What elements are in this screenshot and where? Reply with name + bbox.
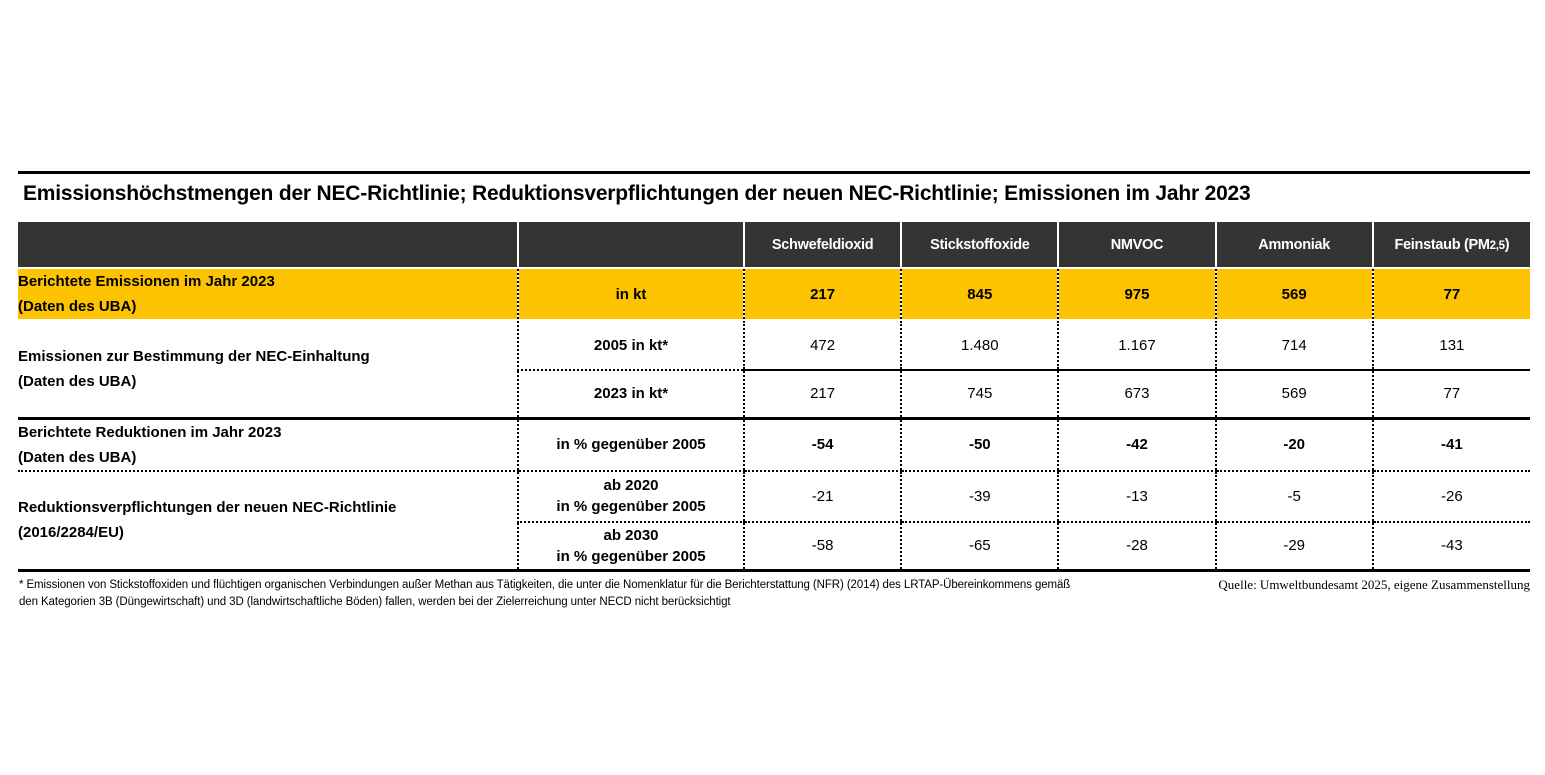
value-cell: -42: [1057, 418, 1216, 472]
value-cell: -39: [900, 470, 1059, 523]
title-top-rule: [18, 171, 1530, 174]
group-label: Berichtete Reduktionen im Jahr 2023 (Dat…: [18, 418, 519, 472]
footnote-line-1: * Emissionen von Stickstoffoxiden und fl…: [19, 579, 1071, 591]
value-cell: -65: [900, 521, 1059, 572]
row-nec-einhaltung-2005: Emissionen zur Bestimmung der NEC-Einhal…: [18, 320, 1530, 420]
group-label: Berichtete Emissionen im Jahr 2023 (Date…: [18, 268, 519, 321]
unit-cell: 2005 in kt*: [517, 320, 745, 371]
footnote-line-2: den Kategorien 3B (Düngewirtschaft) und …: [19, 596, 731, 608]
value-cell: -41: [1371, 418, 1530, 472]
value-cell: 472: [743, 320, 902, 371]
row-nec-einhaltung-2023: 2023 in kt* 217 745 673 569 77: [18, 370, 1530, 420]
column-header-stickstoffoxide: Stickstoffoxide: [900, 222, 1059, 269]
column-header-ammoniak: Ammoniak: [1214, 222, 1373, 269]
header-empty-unit: [517, 222, 745, 269]
value-cell: -54: [743, 418, 902, 472]
value-cell: 217: [743, 370, 902, 420]
value-cell: 1.167: [1057, 320, 1216, 371]
value-cell: 745: [900, 370, 1059, 420]
value-cell: -29: [1214, 521, 1373, 572]
value-cell: 569: [1214, 370, 1373, 420]
column-header-feinstaub: Feinstaub (PM2,5): [1371, 222, 1530, 269]
header-empty-label: [18, 222, 519, 269]
unit-cell: ab 2030 in % gegenüber 2005: [517, 521, 745, 572]
value-cell: -58: [743, 521, 902, 572]
column-header-nmvoc: NMVOC: [1057, 222, 1216, 269]
value-cell: 217: [743, 268, 902, 321]
unit-cell: ab 2020 in % gegenüber 2005: [517, 470, 745, 523]
unit-cell: in % gegenüber 2005: [517, 418, 745, 472]
row-verpflichtung-ab-2030: ab 2030 in % gegenüber 2005 -58 -65 -28 …: [18, 521, 1530, 572]
column-header-schwefeldioxid: Schwefeldioxid: [743, 222, 902, 269]
unit-cell: in kt: [517, 268, 745, 321]
value-cell: 77: [1371, 268, 1530, 321]
value-cell: -20: [1214, 418, 1373, 472]
row-berichtete-reduktionen: Berichtete Reduktionen im Jahr 2023 (Dat…: [18, 418, 1530, 472]
value-cell: 975: [1057, 268, 1216, 321]
value-cell: -28: [1057, 521, 1216, 572]
value-cell: -26: [1371, 470, 1530, 523]
pm25-subscript: 2,5: [1489, 239, 1505, 252]
page-title: Emissionshöchstmengen der NEC-Richtlinie…: [23, 182, 1251, 205]
value-cell: -13: [1057, 470, 1216, 523]
footnote: * Emissionen von Stickstoffoxiden und fl…: [19, 577, 1070, 611]
value-cell: 845: [900, 268, 1059, 321]
value-cell: -5: [1214, 470, 1373, 523]
group-label: Reduktionsverpflichtungen der neuen NEC-…: [18, 470, 519, 572]
unit-cell: 2023 in kt*: [517, 370, 745, 420]
value-cell: -50: [900, 418, 1059, 472]
row-verpflichtung-ab-2020: Reduktionsverpflichtungen der neuen NEC-…: [18, 470, 1530, 572]
value-cell: 714: [1214, 320, 1373, 371]
nec-emissions-table: Schwefeldioxid Stickstoffoxide NMVOC Amm…: [18, 222, 1530, 572]
table-header-row: Schwefeldioxid Stickstoffoxide NMVOC Amm…: [18, 222, 1530, 269]
source-attribution: Quelle: Umweltbundesamt 2025, eigene Zus…: [1218, 577, 1530, 592]
value-cell: 673: [1057, 370, 1216, 420]
value-cell: 77: [1371, 370, 1530, 420]
value-cell: 131: [1371, 320, 1530, 371]
group-label: Emissionen zur Bestimmung der NEC-Einhal…: [18, 320, 519, 420]
value-cell: -43: [1371, 521, 1530, 572]
row-berichtete-emissionen-2023: Berichtete Emissionen im Jahr 2023 (Date…: [18, 268, 1530, 321]
value-cell: 569: [1214, 268, 1373, 321]
value-cell: 1.480: [900, 320, 1059, 371]
value-cell: -21: [743, 470, 902, 523]
